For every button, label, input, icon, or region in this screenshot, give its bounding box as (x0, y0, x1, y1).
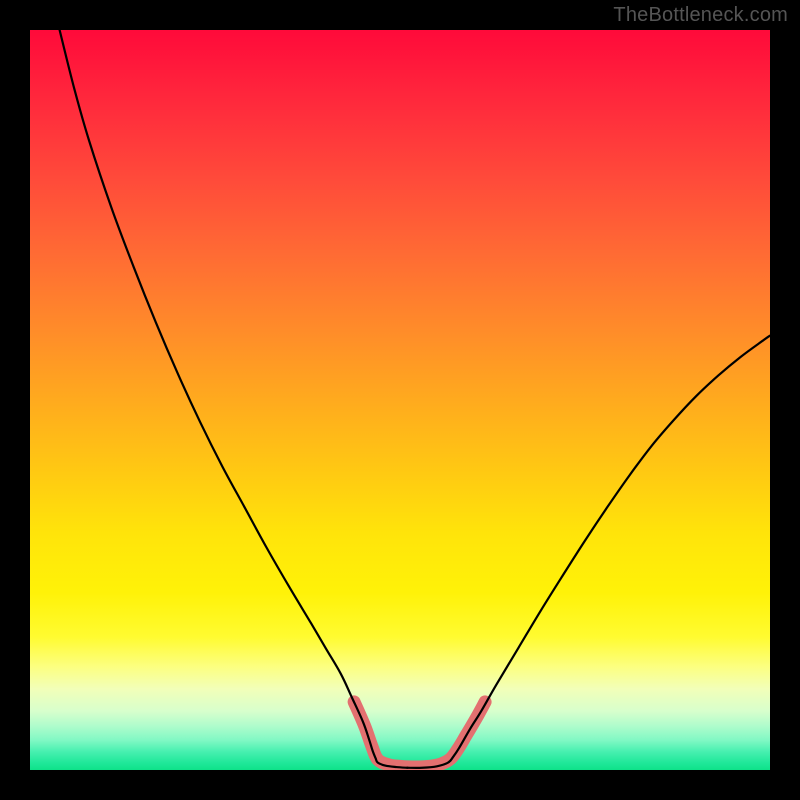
bottleneck-curve-chart (30, 30, 770, 770)
chart-plot-area (30, 30, 770, 770)
watermark-text: TheBottleneck.com (613, 4, 788, 27)
gradient-background (30, 30, 770, 770)
